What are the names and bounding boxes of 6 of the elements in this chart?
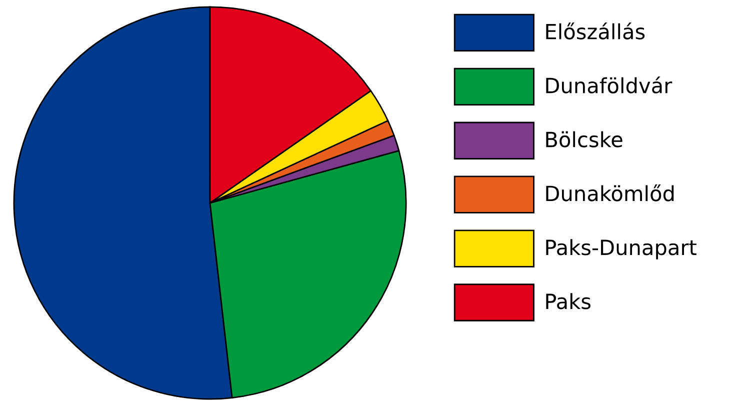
legend-label: Paks xyxy=(546,293,590,310)
legend-label: Előszállás xyxy=(546,22,645,40)
legend-label: Bölcske xyxy=(546,131,622,148)
legend-label: Dunakömlőd xyxy=(546,184,674,202)
legend-label: Dunaföldvár xyxy=(546,76,672,94)
legend-label: Paks-Dunapart xyxy=(546,239,696,260)
